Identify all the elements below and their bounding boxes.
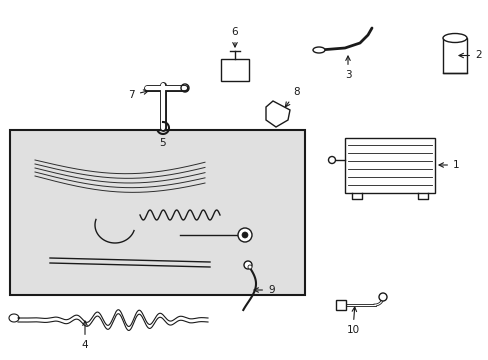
Text: 5: 5 xyxy=(160,138,166,148)
Text: 6: 6 xyxy=(231,27,238,47)
Text: 1: 1 xyxy=(438,160,459,170)
Circle shape xyxy=(328,157,335,163)
Text: 3: 3 xyxy=(344,56,350,80)
Ellipse shape xyxy=(312,47,325,53)
Bar xyxy=(335,300,346,310)
Circle shape xyxy=(244,261,251,269)
Polygon shape xyxy=(265,101,289,127)
Circle shape xyxy=(378,293,386,301)
Text: 8: 8 xyxy=(285,87,299,107)
Ellipse shape xyxy=(442,33,466,42)
Text: 10: 10 xyxy=(346,307,359,335)
Text: 7: 7 xyxy=(128,90,148,100)
Bar xyxy=(345,138,434,193)
Circle shape xyxy=(238,228,251,242)
Bar xyxy=(442,38,466,73)
Circle shape xyxy=(242,232,247,238)
Bar xyxy=(10,130,305,295)
Bar xyxy=(221,59,248,81)
Circle shape xyxy=(247,265,251,269)
Text: 9: 9 xyxy=(253,285,274,295)
Text: 2: 2 xyxy=(458,50,481,60)
Text: 4: 4 xyxy=(81,321,88,350)
